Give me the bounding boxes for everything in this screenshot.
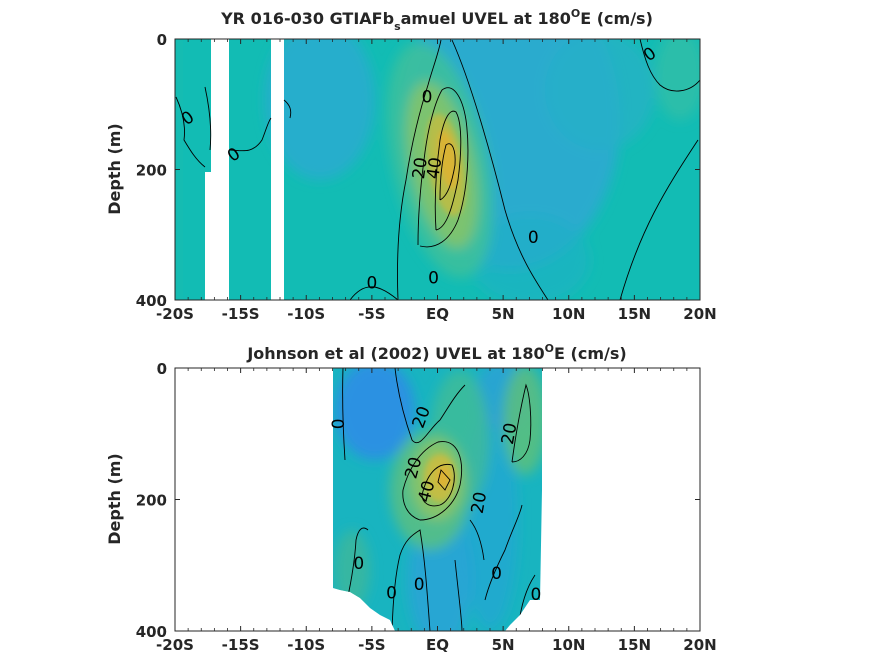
top-x-tick-label: 5N (492, 305, 515, 323)
top-contour-label: 40 (423, 156, 446, 180)
top-missing-band-1 (211, 39, 229, 300)
bottom-contour-label: 0 (353, 554, 364, 574)
bottom-y-tick-label: 400 (136, 623, 167, 641)
bottom-y-tick-label: 0 (157, 360, 167, 378)
bottom-panel: Johnson et al (2002) UVEL at 180OE (cm/s… (105, 342, 717, 654)
top-panel-title: YR 016-030 GTIAFbsamuel UVEL at 180OE (c… (220, 7, 653, 33)
top-x-tick-label: -5S (358, 305, 385, 323)
bottom-contour-label: 0 (491, 564, 502, 584)
bottom-x-tick-label: 5N (492, 636, 515, 654)
bottom-contour-label: 20 (468, 490, 491, 515)
top-contour-label: 0 (366, 274, 377, 294)
top-y-tick-label: 0 (157, 31, 167, 49)
top-missing-band-3 (271, 39, 284, 300)
top-x-tick-label: 15N (618, 305, 651, 323)
bottom-y-tick-label: 200 (136, 492, 167, 510)
bottom-x-tick-label: 20N (683, 636, 716, 654)
bottom-x-tick-label: EQ (426, 636, 449, 654)
top-x-tick-label: 20N (683, 305, 716, 323)
top-contours (175, 39, 700, 300)
top-x-tick-label: -15S (222, 305, 260, 323)
top-x-tick-label: 10N (552, 305, 585, 323)
bottom-x-tick-label: -5S (358, 636, 385, 654)
top-contour-label: 0 (528, 228, 539, 248)
bottom-contour-label: 20 (498, 421, 521, 446)
bottom-x-tick-label: -15S (222, 636, 260, 654)
bottom-contour-label: 0 (414, 575, 425, 595)
top-x-tick-label: -20S (156, 305, 194, 323)
bottom-x-tick-label: -10S (287, 636, 325, 654)
bottom-x-tick-label: 10N (552, 636, 585, 654)
top-y-tick-label: 400 (136, 292, 167, 310)
bottom-x-tick-label: 15N (618, 636, 651, 654)
top-x-tick-label: -10S (287, 305, 325, 323)
top-contour-label: 0 (428, 268, 439, 288)
top-contour-label: 20 (409, 156, 432, 180)
bottom-contour-label: 0 (386, 584, 397, 604)
top-missing-band-2 (205, 172, 213, 300)
top-contour-label: 0 (422, 88, 433, 108)
bottom-y-axis-title: Depth (m) (105, 453, 124, 545)
top-y-axis-title: Depth (m) (105, 123, 124, 215)
bottom-x-tick-label: -20S (156, 636, 194, 654)
bottom-contour-label: 0 (531, 585, 542, 605)
top-x-tick-label: EQ (426, 305, 449, 323)
bottom-panel-title: Johnson et al (2002) UVEL at 180OE (cm/s… (246, 342, 626, 363)
top-panel: YR 016-030 GTIAFbsamuel UVEL at 180OE (c… (105, 7, 717, 323)
top-y-tick-label: 200 (136, 162, 167, 180)
bottom-contour-label: 0 (329, 418, 349, 429)
